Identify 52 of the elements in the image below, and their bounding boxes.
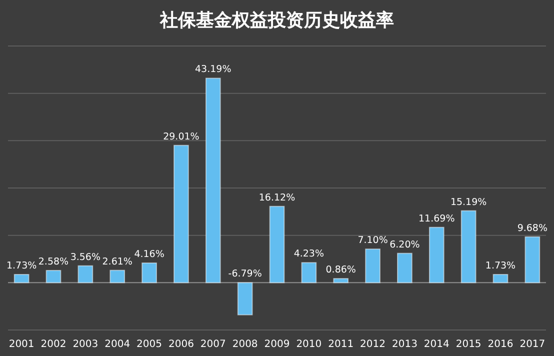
data-label: 16.12% [258, 192, 296, 204]
data-label: 1.73% [485, 260, 516, 272]
data-label: 0.86% [326, 264, 356, 276]
x-tick-label: 2005 [136, 339, 162, 350]
x-tick-label: 2003 [72, 339, 98, 350]
data-label: 1.73% [6, 260, 37, 272]
data-label: 7.10% [358, 235, 388, 246]
bar [524, 236, 540, 284]
x-tick-label: 2007 [200, 339, 226, 350]
data-label: 4.23% [294, 248, 324, 260]
x-tick-label: 2004 [104, 339, 130, 350]
data-label: -6.79% [228, 268, 262, 280]
bar [174, 144, 189, 284]
x-tick-label: 2002 [40, 339, 66, 350]
bar [237, 282, 253, 316]
data-label: 15.19% [450, 196, 487, 208]
x-tick-label: 2016 [488, 339, 514, 350]
x-tick-label: 2013 [392, 339, 418, 350]
bar [428, 226, 444, 284]
bar [333, 278, 349, 284]
x-tick-label: 2006 [168, 339, 194, 350]
bar [14, 274, 30, 284]
x-tick-label: 2014 [424, 339, 450, 350]
x-tick-label: 2010 [296, 339, 322, 350]
x-tick-label: 2008 [232, 339, 258, 350]
x-tick-label: 2017 [520, 339, 546, 350]
data-label: 11.69% [418, 213, 455, 224]
bar [142, 262, 157, 284]
x-tick-label: 2001 [8, 339, 34, 350]
chart-title: 社保基金权益投资历史收益率 [159, 10, 394, 31]
data-label: 4.16% [134, 248, 164, 260]
bar [269, 206, 285, 284]
bar [46, 270, 62, 284]
x-tick-label: 2012 [360, 339, 386, 350]
bar [205, 78, 221, 284]
bar [301, 262, 317, 284]
data-label: 6.20% [390, 239, 420, 250]
x-tick-label: 2015 [456, 339, 482, 350]
bar [365, 248, 380, 284]
bar [78, 265, 94, 284]
data-label: 43.19% [195, 64, 232, 76]
bar [110, 270, 126, 284]
x-tick-label: 2011 [328, 339, 354, 350]
data-label: 3.56% [70, 252, 101, 263]
bar [492, 274, 508, 284]
data-label: 2.61% [102, 256, 132, 268]
bar [397, 252, 412, 284]
data-label: 9.68% [517, 222, 548, 234]
x-tick-label: 2009 [264, 339, 290, 350]
data-label: 2.58% [38, 256, 69, 268]
data-label: 29.01% [163, 131, 200, 142]
bar [460, 210, 476, 284]
